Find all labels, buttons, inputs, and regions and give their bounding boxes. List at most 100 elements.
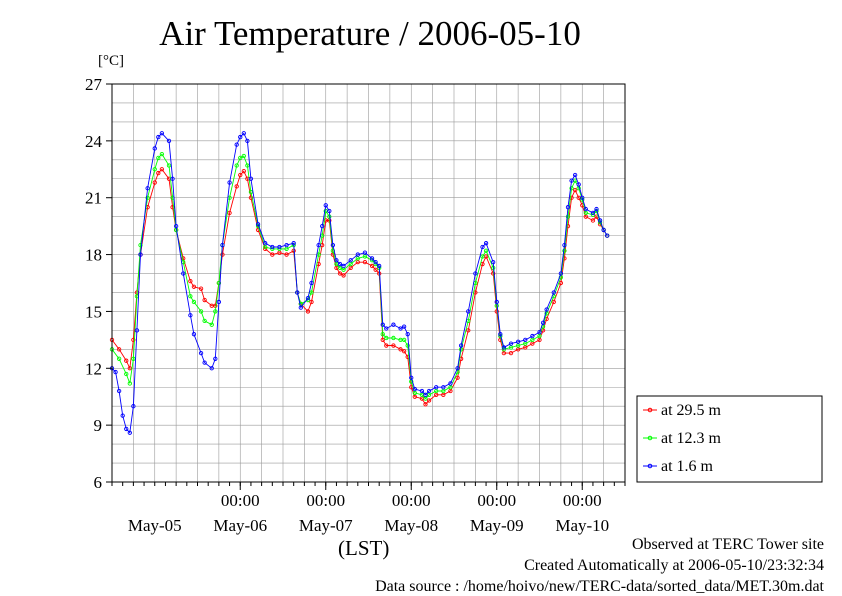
data-point xyxy=(569,186,574,191)
data-point xyxy=(234,184,239,189)
series-line xyxy=(111,132,608,434)
footer-site: Observed at TERC Tower site xyxy=(631,536,824,553)
data-point xyxy=(188,313,193,318)
x-date-label: May-05 xyxy=(128,516,182,535)
data-point xyxy=(441,385,446,390)
data-point xyxy=(565,205,571,210)
y-tick-label: 15 xyxy=(85,302,102,321)
data-point xyxy=(213,356,218,361)
data-point xyxy=(145,195,150,200)
x-axis-label: (LST) xyxy=(338,536,390,560)
data-point xyxy=(455,366,460,371)
data-point xyxy=(295,290,300,295)
data-point xyxy=(558,271,564,276)
data-point xyxy=(384,326,389,331)
data-point xyxy=(241,153,246,159)
data-point xyxy=(594,206,599,212)
data-point xyxy=(234,163,239,168)
y-tick-label: 27 xyxy=(85,75,103,94)
data-point xyxy=(544,307,549,312)
data-point xyxy=(245,138,250,144)
data-point xyxy=(248,195,254,200)
data-point xyxy=(412,386,417,392)
legend-label: at 29.5 m xyxy=(661,402,722,419)
legend-label: at 12.3 m xyxy=(661,430,722,447)
data-point xyxy=(562,242,567,248)
data-point xyxy=(398,347,403,352)
data-point xyxy=(131,404,136,409)
data-point xyxy=(145,186,150,191)
data-point xyxy=(305,296,311,301)
data-point xyxy=(341,263,346,269)
data-point xyxy=(373,267,378,272)
data-point xyxy=(216,280,222,286)
data-point xyxy=(127,366,132,371)
data-point xyxy=(605,233,610,238)
data-point xyxy=(498,332,503,337)
data-point xyxy=(241,131,246,136)
data-point xyxy=(116,388,122,394)
series-line xyxy=(111,153,608,400)
legend-marker xyxy=(647,407,653,413)
data-point xyxy=(198,350,204,356)
data-point xyxy=(384,335,389,341)
data-point xyxy=(202,318,207,324)
data-point xyxy=(131,337,136,343)
data-point xyxy=(191,284,197,289)
x-date-label: May-10 xyxy=(555,516,609,535)
data-point xyxy=(590,210,596,216)
data-point xyxy=(124,426,129,432)
data-point xyxy=(284,242,289,248)
data-point xyxy=(330,242,336,248)
x-time-label: 00:00 xyxy=(306,491,345,510)
data-point xyxy=(597,218,603,223)
data-point xyxy=(508,341,514,346)
data-point xyxy=(227,210,232,216)
axis-ticks: 6 9 12 15 18 21 24 27 00:00 00:00 00:00 00:00 00:00 M… xyxy=(85,75,626,535)
data-point xyxy=(113,369,118,375)
data-point xyxy=(501,345,507,350)
data-point xyxy=(181,271,186,276)
data-point xyxy=(601,227,606,233)
data-point xyxy=(216,299,222,305)
data-point xyxy=(309,299,314,305)
data-point xyxy=(173,223,179,229)
data-point xyxy=(138,242,143,248)
data-point xyxy=(426,398,432,403)
data-point xyxy=(220,252,225,257)
data-point xyxy=(537,330,542,335)
data-point xyxy=(391,322,396,327)
legend: at 29.5 m at 12.3 m at 1.6 m xyxy=(636,395,823,483)
data-point xyxy=(508,350,514,356)
data-point xyxy=(401,337,407,343)
data-point xyxy=(291,241,296,246)
data-point xyxy=(590,218,596,223)
data-point xyxy=(380,322,385,327)
data-point xyxy=(298,305,303,310)
series-line xyxy=(111,168,608,406)
y-tick-label: 21 xyxy=(85,189,102,208)
data-point xyxy=(380,337,385,343)
data-point xyxy=(369,263,375,269)
x-date-label: May-06 xyxy=(213,516,267,535)
data-point xyxy=(405,343,410,348)
data-point xyxy=(131,356,136,361)
data-point xyxy=(166,163,172,168)
data-point xyxy=(209,366,214,371)
data-point xyxy=(134,328,140,333)
legend-marker xyxy=(647,435,653,441)
data-point xyxy=(409,375,414,380)
data-point xyxy=(373,260,378,265)
data-point xyxy=(480,254,485,259)
data-point xyxy=(320,223,325,229)
data-point xyxy=(494,299,499,305)
data-point xyxy=(562,248,567,253)
data-point xyxy=(305,309,311,314)
x-time-label: 00:00 xyxy=(392,491,431,510)
x-date-label: May-09 xyxy=(470,516,524,535)
data-point xyxy=(473,271,478,276)
data-point xyxy=(423,392,428,397)
data-point xyxy=(576,182,581,187)
data-point xyxy=(156,134,161,140)
data-point xyxy=(455,375,460,380)
